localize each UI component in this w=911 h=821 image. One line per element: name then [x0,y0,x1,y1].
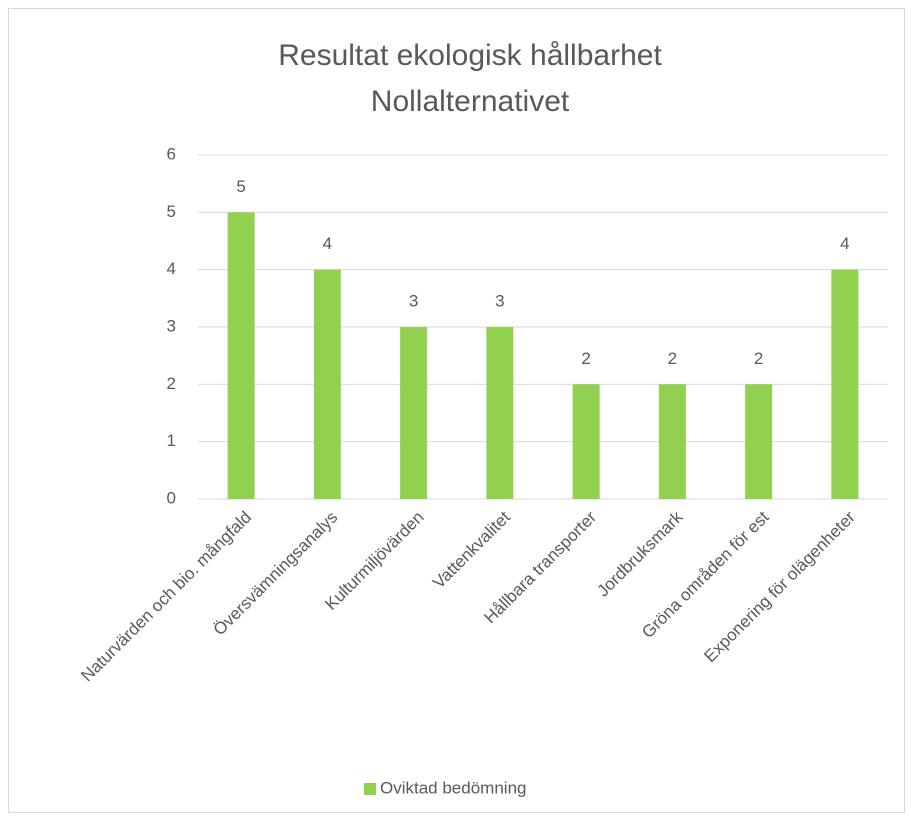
y-tick-label: 6 [167,144,176,163]
data-label: 4 [840,234,849,253]
bar [313,269,341,499]
data-label: 3 [495,291,504,310]
data-label: 2 [754,349,763,368]
y-tick-label: 4 [167,259,176,278]
bar [745,384,773,499]
y-tick-label: 1 [167,431,176,450]
data-label: 2 [668,349,677,368]
data-label: 2 [581,349,590,368]
y-tick-label: 5 [167,202,176,221]
y-tick-label: 0 [167,488,176,507]
bar [831,269,859,499]
data-label: 4 [323,234,332,253]
data-label: 3 [409,291,418,310]
bar [572,384,600,499]
bar [486,327,514,499]
bar [227,212,255,500]
data-label: 5 [236,177,245,196]
y-tick-label: 2 [167,374,176,393]
bar [658,384,686,499]
legend-swatch [364,783,376,795]
bar [400,327,428,499]
chart-title: Nollalternativet [371,85,570,118]
y-tick-label: 3 [167,316,176,335]
legend-label: Oviktad bedömning [380,778,526,797]
chart-title: Resultat ekologisk hållbarhet [278,39,662,72]
